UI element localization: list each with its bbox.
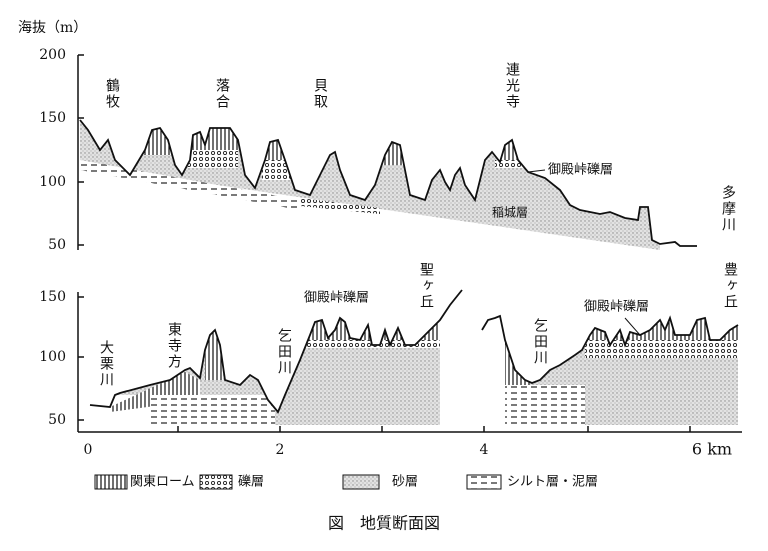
layer-label: 稲城層: [492, 206, 528, 220]
x-tick: 2: [276, 442, 285, 458]
y-tick: 200: [39, 47, 66, 63]
layer-label: 御殿峠礫層: [548, 162, 613, 178]
place-label: 貝取: [312, 78, 328, 110]
top-section: [79, 119, 697, 250]
texts: 海抜（m） 200 150 100 50 150 100 50 0 2 4 6 …: [18, 20, 738, 459]
place-label: 豊ヶ丘: [722, 262, 738, 310]
place-label: 大栗川: [98, 340, 114, 388]
layer-label: 御殿峠礫層: [304, 290, 369, 306]
axes: [77, 54, 742, 433]
y-tick: 50: [48, 237, 66, 253]
caption: 図 地質断面図: [328, 514, 440, 533]
legend-label: 礫層: [238, 474, 264, 490]
y-tick: 150: [39, 289, 66, 305]
bottom-section: [89, 289, 739, 425]
x-tick: 6 km: [692, 440, 732, 459]
place-label: 鶴牧: [104, 77, 120, 110]
legend: 関東ローム 礫層 砂層 シルト層・泥層: [94, 474, 598, 490]
y-tick: 100: [39, 174, 66, 190]
place-label: 多摩川: [720, 184, 736, 233]
legend-label: シルト層・泥層: [507, 475, 598, 490]
x-tick: 4: [480, 442, 489, 458]
place-label: 乞田川: [276, 328, 292, 376]
place-label: 聖ヶ丘: [418, 262, 434, 310]
y-tick: 150: [39, 110, 66, 126]
legend-label: 関東ローム: [130, 474, 195, 490]
place-label: 乞田川: [532, 318, 548, 366]
place-label: 東寺方: [166, 322, 182, 370]
place-label: 連光寺: [504, 62, 520, 110]
axis-label: 海抜（m）: [18, 20, 87, 36]
legend-label: 砂層: [392, 475, 418, 490]
y-tick: 100: [39, 349, 66, 365]
x-tick: 0: [84, 442, 93, 458]
y-tick: 50: [48, 412, 66, 428]
layer-label: 御殿峠礫層: [584, 299, 649, 315]
place-label: 落合: [214, 78, 230, 110]
